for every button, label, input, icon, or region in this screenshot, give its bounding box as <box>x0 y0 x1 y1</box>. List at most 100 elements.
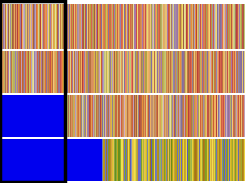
Bar <box>194 95 195 137</box>
Bar <box>3 4 4 49</box>
Bar <box>244 139 245 181</box>
Bar <box>139 139 140 181</box>
Bar <box>66 95 67 137</box>
Bar <box>106 51 107 93</box>
Bar <box>188 139 189 181</box>
Bar <box>162 4 163 49</box>
Bar <box>90 139 91 181</box>
Bar <box>73 139 74 181</box>
Bar <box>141 51 142 93</box>
Bar <box>197 95 198 137</box>
Bar <box>41 4 42 49</box>
Bar <box>172 51 173 93</box>
Bar <box>22 51 23 93</box>
Bar <box>12 4 13 49</box>
Bar <box>89 95 90 137</box>
Bar <box>17 139 18 181</box>
Bar <box>115 51 116 93</box>
Bar <box>52 51 53 93</box>
Bar <box>87 139 88 181</box>
Bar <box>120 139 121 181</box>
Bar <box>165 139 166 181</box>
Bar <box>110 51 111 93</box>
Bar <box>88 139 89 181</box>
Bar <box>213 51 214 93</box>
Bar <box>46 139 47 181</box>
Bar <box>179 139 180 181</box>
Bar <box>235 95 236 137</box>
Bar <box>58 139 59 181</box>
Bar <box>76 51 77 93</box>
Bar <box>124 51 125 93</box>
Bar <box>231 139 232 181</box>
Bar <box>153 139 154 181</box>
Bar <box>94 139 95 181</box>
Bar <box>223 139 224 181</box>
Bar <box>35 4 36 49</box>
Bar <box>140 95 141 137</box>
Bar <box>44 95 45 137</box>
Bar <box>83 139 84 181</box>
Bar <box>69 139 70 181</box>
Bar <box>48 139 49 181</box>
Bar <box>206 95 207 137</box>
Bar <box>114 4 115 49</box>
Bar <box>103 4 104 49</box>
Bar <box>0 1 65 182</box>
Bar <box>178 95 179 137</box>
Bar <box>51 51 52 93</box>
Bar <box>22 4 23 49</box>
Bar <box>149 51 150 93</box>
Bar <box>219 51 220 93</box>
Bar <box>35 139 36 181</box>
Bar <box>133 139 134 181</box>
Bar <box>119 95 120 137</box>
Bar <box>87 95 88 137</box>
Bar <box>220 4 221 49</box>
Bar <box>207 4 208 49</box>
Bar <box>205 4 206 49</box>
Bar <box>108 95 109 137</box>
Bar <box>218 4 219 49</box>
Bar <box>181 4 182 49</box>
Bar <box>199 95 200 137</box>
Bar <box>206 51 207 93</box>
Bar <box>142 4 143 49</box>
Bar <box>187 4 188 49</box>
Bar <box>157 95 158 137</box>
Bar <box>20 139 21 181</box>
Bar <box>120 95 121 137</box>
Bar <box>160 95 161 137</box>
Bar <box>224 95 225 137</box>
Bar <box>170 51 171 93</box>
Bar <box>21 139 22 181</box>
Bar <box>93 95 94 137</box>
Bar <box>232 139 233 181</box>
Bar <box>226 95 227 137</box>
Bar <box>240 51 241 93</box>
Bar <box>47 4 48 49</box>
Bar <box>35 95 36 137</box>
Bar <box>241 51 242 93</box>
Bar <box>115 4 116 49</box>
Bar <box>53 95 54 137</box>
Bar <box>46 95 47 137</box>
Bar <box>155 139 156 181</box>
Bar <box>42 51 43 93</box>
Bar <box>142 95 143 137</box>
Bar <box>201 139 202 181</box>
Bar <box>182 51 183 93</box>
Bar <box>47 139 48 181</box>
Bar <box>222 95 223 137</box>
Bar <box>44 139 45 181</box>
Bar <box>212 51 213 93</box>
Bar <box>104 4 105 49</box>
Bar <box>73 95 74 137</box>
Bar <box>7 4 8 49</box>
Bar <box>193 4 194 49</box>
Bar <box>71 95 72 137</box>
Bar <box>133 95 134 137</box>
Bar <box>198 51 199 93</box>
Bar <box>30 4 31 49</box>
Bar <box>68 95 69 137</box>
